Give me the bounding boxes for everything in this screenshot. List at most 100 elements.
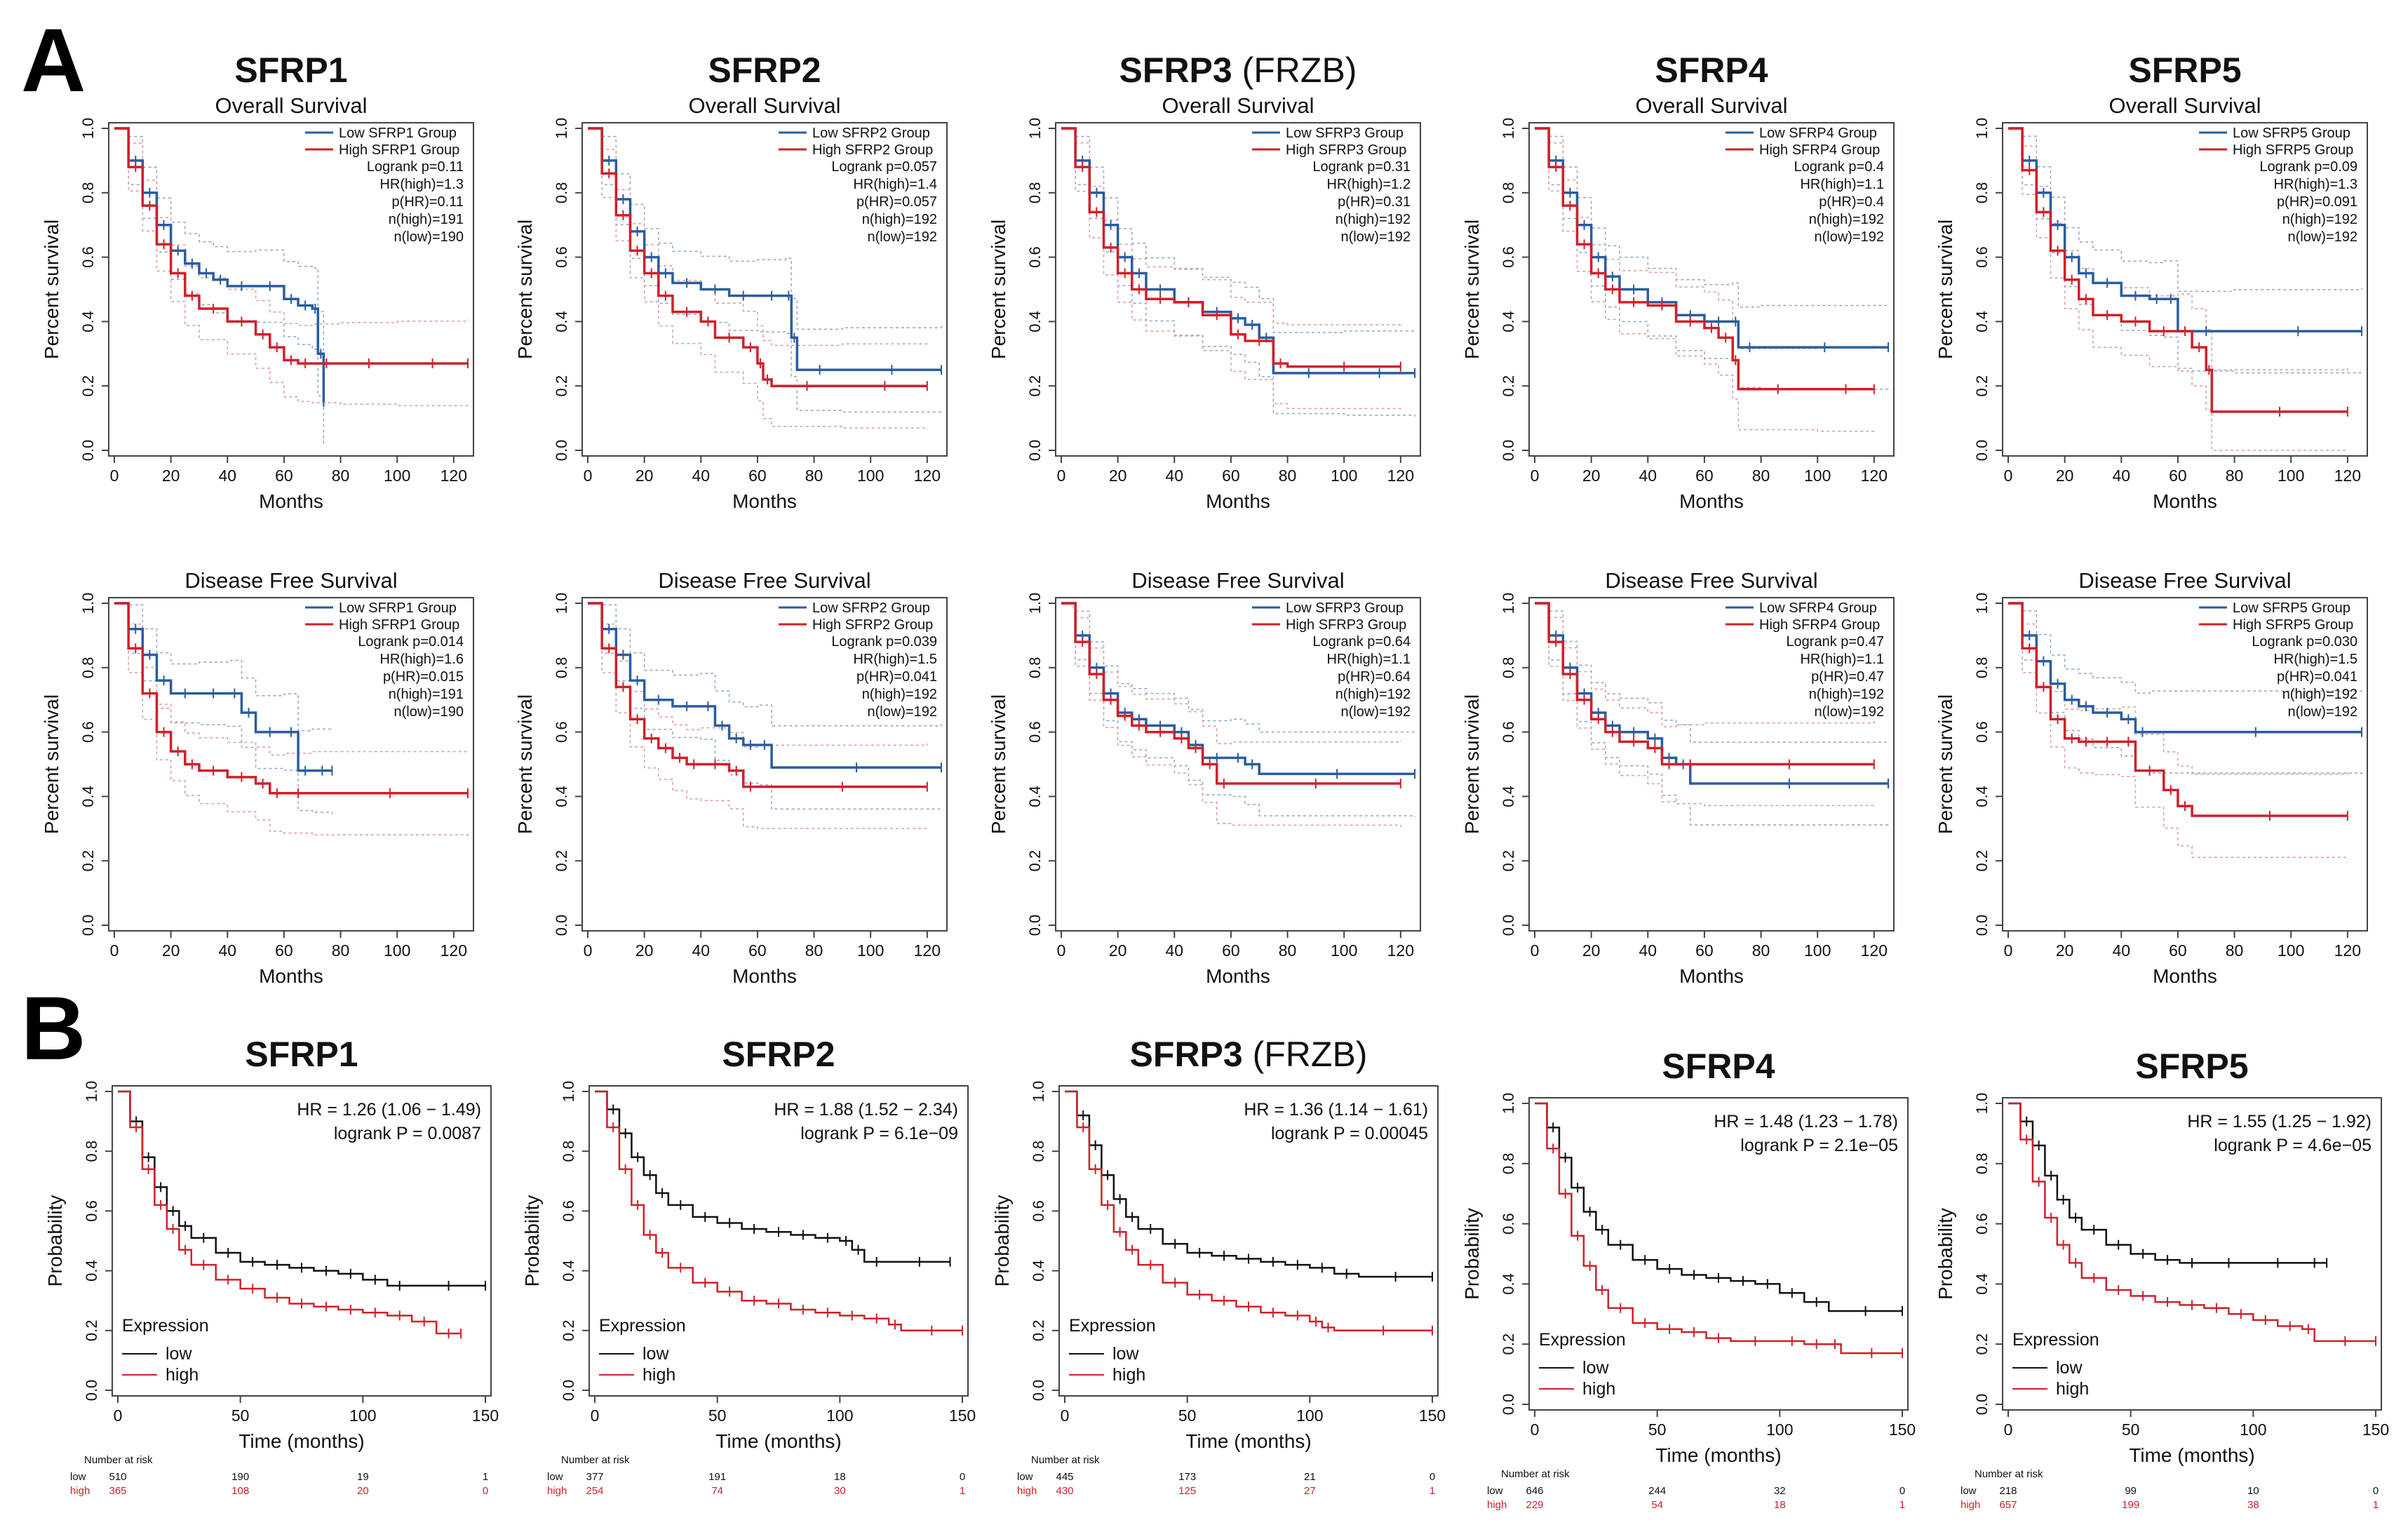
risk-cell: 510 xyxy=(109,1471,126,1483)
y-axis-label: Probability xyxy=(991,1195,1013,1287)
stat-text: logrank P = 6.1e−09 xyxy=(800,1124,958,1143)
y-tick-label: 0.0 xyxy=(1973,440,1991,462)
y-tick-label: 1.0 xyxy=(553,118,570,140)
stat-text: p(HR)=0.091 xyxy=(2277,194,2357,210)
chart-title: Overall Survival xyxy=(2108,93,2261,118)
x-axis-label: Months xyxy=(2153,965,2217,987)
x-axis-label: Months xyxy=(2153,490,2217,512)
ci-band-low-upper xyxy=(588,603,942,727)
ci-band-high-upper xyxy=(2008,128,2348,370)
gene-title: SFRP4 xyxy=(1655,51,1768,90)
x-tick-label: 100 xyxy=(857,466,884,485)
stat-text: HR = 1.55 (1.25 − 1.92) xyxy=(2187,1112,2372,1131)
gene-name: SFRP1 xyxy=(245,1035,358,1074)
chart-title: Disease Free Survival xyxy=(1131,568,1344,593)
x-tick-label: 100 xyxy=(384,466,410,485)
stat-text: HR(high)=1.4 xyxy=(853,177,937,192)
x-tick-label: 20 xyxy=(162,466,180,485)
y-tick-label: 0.0 xyxy=(560,1380,577,1402)
legend-label-high: High SFRP4 Group xyxy=(1759,617,1880,633)
x-axis-label: Months xyxy=(1679,965,1744,987)
x-tick-label: 20 xyxy=(1109,466,1127,485)
y-tick-label: 0.8 xyxy=(1030,1141,1047,1162)
risk-cell: 1 xyxy=(2373,1499,2379,1511)
plot-frame xyxy=(588,1085,969,1397)
legend-label-high: High SFRP2 Group xyxy=(812,617,933,633)
stat-text: Logrank p=0.030 xyxy=(2252,634,2357,650)
y-tick-label: 0.8 xyxy=(1500,1153,1517,1175)
y-tick-label: 0.4 xyxy=(560,1260,577,1282)
y-tick-label: 0.6 xyxy=(79,246,97,268)
plot-frame xyxy=(1528,597,1895,932)
legend-label-high: High SFRP2 Group xyxy=(812,142,933,158)
y-tick-label: 0.6 xyxy=(83,1200,100,1222)
chart-title: Overall Survival xyxy=(1635,93,1787,118)
y-tick-label: 0.6 xyxy=(1026,246,1044,268)
legend-title: Expression xyxy=(1069,1316,1156,1336)
y-tick-label: 0.6 xyxy=(560,1200,577,1222)
risk-cell: 32 xyxy=(1774,1485,1786,1497)
risk-cell: 10 xyxy=(2247,1485,2259,1497)
stat-text: HR = 1.26 (1.06 − 1.49) xyxy=(297,1100,481,1120)
ci-band-low-lower xyxy=(588,603,942,811)
y-tick-label: 1.0 xyxy=(1026,118,1044,140)
x-tick-label: 0 xyxy=(2004,941,2013,960)
legend-title: Expression xyxy=(599,1316,686,1336)
risk-cell: 27 xyxy=(1304,1485,1316,1497)
y-tick-label: 0.4 xyxy=(1500,1273,1517,1295)
series-line-low xyxy=(1065,1090,1432,1278)
x-tick-label: 150 xyxy=(1889,1420,1916,1439)
gene-title: SFRP5 xyxy=(2128,51,2241,90)
risk-cell: 445 xyxy=(1056,1471,1073,1483)
y-tick-label: 0.4 xyxy=(1026,311,1044,332)
stat-text: p(HR)=0.041 xyxy=(2277,669,2357,685)
risk-cell: 191 xyxy=(708,1471,726,1483)
x-tick-label: 0 xyxy=(1061,1406,1070,1425)
stat-text: Logrank p=0.47 xyxy=(1786,634,1884,650)
y-axis-label: Percent survival xyxy=(988,220,1009,359)
x-tick-label: 100 xyxy=(2240,1420,2266,1439)
x-tick-label: 50 xyxy=(2122,1420,2140,1439)
x-tick-label: 0 xyxy=(1531,1420,1540,1439)
chart-7: 0.0 0.2 0.4 0.6 0.8 1.0 0 20 40 60 80 100 120 Months P… xyxy=(514,568,948,987)
gene-name: SFRP3 xyxy=(1130,1035,1243,1074)
x-tick-label: 80 xyxy=(1279,941,1297,960)
x-tick-label: 0 xyxy=(110,466,119,485)
risk-cell: 646 xyxy=(1526,1485,1543,1497)
risk-cell: 125 xyxy=(1178,1485,1196,1497)
series-line-high xyxy=(1535,602,1874,766)
gene-name: SFRP1 xyxy=(234,51,347,90)
x-tick-label: 100 xyxy=(2278,466,2304,485)
gene-name: SFRP2 xyxy=(708,51,821,90)
risk-cell: 1 xyxy=(1430,1485,1435,1497)
stat-text: n(low)=190 xyxy=(394,229,464,245)
y-axis-label: Percent survival xyxy=(514,220,536,359)
risk-cell: 18 xyxy=(1774,1499,1786,1511)
x-tick-label: 0 xyxy=(1531,941,1540,960)
stat-text: logrank P = 0.00045 xyxy=(1271,1124,1428,1143)
risk-cell: 1 xyxy=(1899,1499,1905,1511)
y-tick-label: 0.6 xyxy=(1500,246,1517,268)
y-tick-label: 0.0 xyxy=(79,915,97,936)
risk-cell: 0 xyxy=(1430,1471,1435,1483)
legend-label-low: Low SFRP1 Group xyxy=(339,126,457,141)
plot-frame xyxy=(2002,597,2368,932)
x-tick-label: 20 xyxy=(1582,941,1601,960)
plot-frame xyxy=(112,1085,492,1397)
y-tick-label: 1.0 xyxy=(553,593,570,614)
x-tick-label: 150 xyxy=(2362,1420,2389,1439)
x-tick-label: 60 xyxy=(275,941,293,960)
gene-title: SFRP3 (FRZB) xyxy=(1119,51,1357,90)
stat-text: HR(high)=1.5 xyxy=(853,652,937,667)
risk-table-title: Number at risk xyxy=(1975,1468,2043,1480)
series-line-high xyxy=(1535,127,1874,391)
gene-title: SFRP1 xyxy=(245,1035,358,1074)
risk-cell: 365 xyxy=(109,1485,126,1497)
y-tick-label: 0.4 xyxy=(1500,786,1517,807)
x-tick-label: 0 xyxy=(1057,466,1066,485)
y-tick-label: 0.4 xyxy=(1026,786,1044,807)
y-tick-label: 0.6 xyxy=(1500,721,1517,743)
x-tick-label: 80 xyxy=(2226,466,2244,485)
y-axis-label: Percent survival xyxy=(988,694,1009,834)
